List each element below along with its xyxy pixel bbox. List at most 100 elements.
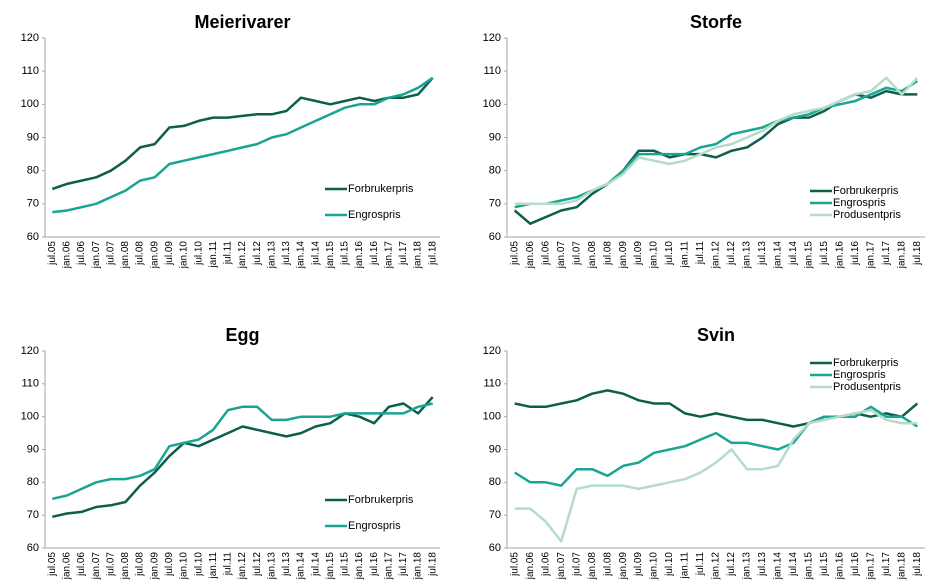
x-tick-label: jan.18	[413, 241, 424, 270]
y-tick-label: 60	[27, 542, 39, 554]
y-tick-label: 120	[21, 345, 39, 357]
x-tick-label: jul.15	[819, 552, 830, 577]
x-tick-label: jan.11	[680, 241, 691, 269]
y-tick-label: 120	[483, 345, 501, 357]
x-tick-label: jan.14	[296, 552, 307, 581]
x-tick-label: jul.06	[540, 552, 551, 577]
x-tick-label: jul.05	[509, 552, 520, 577]
chart-title: Meierivarer	[194, 12, 290, 32]
y-tick-label: 90	[489, 131, 501, 143]
x-tick-label: jul.18	[912, 552, 923, 577]
x-tick-label: jan.14	[773, 552, 784, 581]
x-tick-label: jul.14	[310, 552, 321, 577]
y-tick-label: 110	[21, 378, 39, 390]
x-tick-label: jul.07	[571, 552, 582, 577]
x-tick-label: jul.13	[757, 552, 768, 577]
y-tick-label: 60	[489, 542, 501, 554]
x-tick-label: jul.15	[340, 552, 351, 577]
x-tick-label: jul.13	[281, 552, 292, 577]
x-tick-label: jan.12	[711, 552, 722, 581]
x-tick-label: jan.16	[354, 552, 365, 581]
y-tick-label: 100	[21, 98, 39, 110]
legend-label: Engrospris	[348, 520, 401, 532]
x-tick-label: jul.15	[819, 241, 830, 266]
data-line	[51, 76, 434, 191]
x-tick-label: jul.17	[398, 241, 409, 266]
y-tick-label: 80	[489, 165, 501, 177]
x-tick-label: jan.08	[587, 552, 598, 581]
y-tick-label: 70	[27, 509, 39, 521]
y-tick-label: 80	[489, 476, 501, 488]
data-line	[52, 402, 433, 501]
x-tick-label: jan.07	[91, 552, 102, 581]
x-tick-label: jan.12	[711, 241, 722, 270]
x-tick-label: jul.09	[633, 552, 644, 577]
x-tick-label: jul.18	[427, 552, 438, 577]
x-tick-label: jul.11	[223, 552, 234, 577]
x-tick-label: jan.09	[618, 552, 629, 581]
x-tick-label: jul.10	[193, 552, 204, 577]
x-tick-label: jan.13	[266, 552, 277, 581]
x-tick-label: jan.11	[680, 552, 691, 580]
x-tick-label: jan.17	[383, 241, 394, 270]
y-tick-label: 70	[27, 198, 39, 210]
x-tick-label: jan.16	[834, 241, 845, 270]
x-tick-label: jan.14	[296, 241, 307, 270]
x-tick-label: jan.10	[649, 552, 660, 581]
x-tick-label: jan.08	[120, 552, 131, 581]
x-tick-label: jul.09	[164, 241, 175, 266]
x-tick-label: jul.11	[223, 241, 234, 266]
x-tick-label: jan.15	[804, 241, 815, 270]
x-tick-label: jan.06	[525, 552, 536, 581]
legend-label: Engrospris	[833, 197, 886, 209]
x-tick-label: jan.13	[742, 241, 753, 270]
y-tick-label: 70	[489, 198, 501, 210]
x-tick-label: jul.11	[695, 241, 706, 266]
x-tick-label: jul.13	[281, 241, 292, 266]
legend-label: Produsentpris	[833, 381, 901, 393]
x-tick-label: jul.13	[757, 241, 768, 266]
x-tick-label: jul.12	[726, 241, 737, 266]
y-tick-label: 80	[27, 165, 39, 177]
x-tick-label: jul.12	[252, 552, 263, 577]
data-line	[52, 396, 434, 519]
y-tick-label: 110	[483, 378, 501, 390]
x-tick-label: jan.10	[179, 241, 190, 270]
data-line	[514, 76, 919, 206]
chart-title: Egg	[226, 325, 260, 345]
x-tick-label: jan.07	[556, 552, 567, 581]
x-tick-label: jul.08	[135, 241, 146, 266]
y-tick-label: 110	[483, 65, 501, 77]
x-tick-label: jul.14	[788, 241, 799, 266]
data-line	[52, 76, 434, 214]
data-line	[514, 405, 918, 487]
x-tick-label: jul.11	[695, 552, 706, 577]
x-tick-label: jul.18	[912, 241, 923, 266]
data-line	[514, 80, 918, 209]
x-tick-label: jul.18	[427, 241, 438, 266]
x-tick-label: jan.07	[556, 241, 567, 270]
y-tick-label: 100	[483, 411, 501, 423]
x-tick-label: jul.06	[76, 552, 87, 577]
y-tick-label: 120	[21, 32, 39, 44]
x-tick-label: jan.11	[208, 552, 219, 580]
x-tick-label: jan.16	[834, 552, 845, 581]
y-tick-label: 90	[27, 443, 39, 455]
x-tick-label: jul.15	[340, 241, 351, 266]
y-tick-label: 80	[27, 476, 39, 488]
x-tick-label: jan.06	[62, 552, 73, 581]
x-tick-label: jul.08	[135, 552, 146, 577]
x-tick-label: jul.07	[105, 241, 116, 266]
x-tick-label: jul.09	[633, 241, 644, 266]
x-tick-label: jul.12	[252, 241, 263, 266]
x-tick-label: jul.07	[571, 241, 582, 266]
x-tick-label: jul.17	[881, 241, 892, 266]
y-tick-label: 120	[483, 32, 501, 44]
y-tick-label: 90	[27, 131, 39, 143]
y-tick-label: 70	[489, 509, 501, 521]
x-tick-label: jan.16	[354, 241, 365, 270]
x-tick-label: jan.11	[208, 241, 219, 269]
x-tick-label: jul.16	[850, 241, 861, 266]
legend-label: Engrospris	[833, 369, 886, 381]
x-tick-label: jan.17	[865, 552, 876, 581]
